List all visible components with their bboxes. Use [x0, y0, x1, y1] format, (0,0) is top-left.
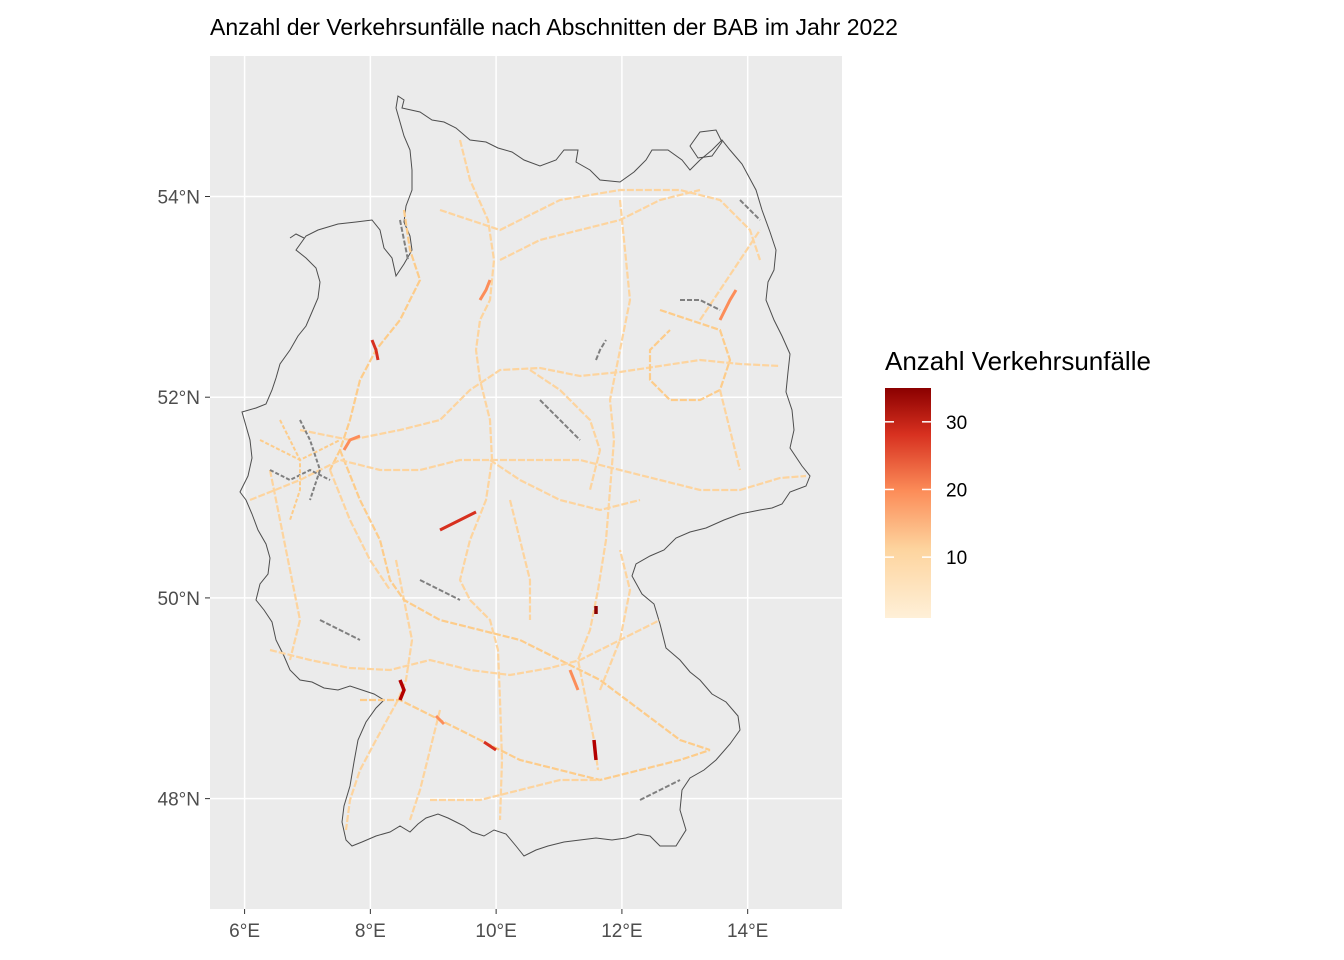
x-tick-label: 10°E	[475, 921, 516, 942]
segment-no-data-3	[539, 399, 581, 441]
hotspot-segment-10	[568, 669, 580, 691]
autobahn-a13	[718, 389, 742, 471]
autobahn-a61	[268, 469, 302, 661]
legend-label: 20	[946, 480, 967, 501]
autobahn-ruhr-3	[279, 419, 301, 521]
legend-ticks: 30 20 10	[885, 413, 967, 569]
autobahn-a20	[439, 188, 762, 261]
hotspot-segment-1	[370, 339, 380, 361]
autobahn-a4	[249, 458, 807, 502]
grid-lines	[210, 56, 842, 909]
autobahn-network	[249, 139, 807, 831]
autobahn-ruhr-4	[299, 419, 322, 501]
autobahn-a10	[648, 308, 732, 402]
autobahn-a96	[430, 778, 600, 802]
autobahn-a24	[499, 188, 701, 261]
legend-label: 30	[946, 413, 967, 434]
chart-title: Anzahl der Verkehrsunfälle nach Abschnit…	[210, 14, 898, 40]
autobahn-a45	[328, 469, 391, 591]
coast-islands	[289, 233, 305, 239]
hotspot-segment-5	[592, 739, 598, 761]
hotspot-segment-11	[434, 714, 446, 726]
autobahn-a71	[508, 499, 532, 620]
legend: Anzahl Verkehrsunfälle 30 20 10	[885, 346, 1151, 618]
segment-no-data-1	[595, 339, 607, 361]
ruegen-island	[689, 129, 723, 159]
autobahn-a81	[408, 709, 442, 821]
hotspot-segment-6	[483, 740, 497, 752]
segment-no-data-5	[319, 619, 361, 641]
y-tick-label: 48°N	[158, 790, 200, 811]
autobahn-a2	[299, 358, 781, 442]
legend-label: 10	[946, 548, 967, 569]
segment-no-data-8	[639, 779, 681, 801]
autobahn-a8	[360, 698, 711, 782]
hotspot-segment-8	[718, 289, 738, 321]
autobahn-a9	[576, 199, 632, 771]
x-tick-label: 8°E	[355, 921, 386, 942]
legend-title: Anzahl Verkehrsunfälle	[885, 346, 1151, 376]
autobahn-a6	[269, 619, 661, 677]
autobahn-a3	[338, 449, 711, 752]
segment-no-data-7	[739, 199, 761, 221]
hotspot-segment-4	[398, 679, 406, 701]
y-tick-label: 54°N	[158, 187, 200, 208]
x-tick-label: 6°E	[229, 921, 260, 942]
hotspot-segment-2	[439, 510, 477, 532]
y-tick-label: 52°N	[158, 388, 200, 409]
axes: 6°E 8°E 10°E 12°E 14°E 54°N 52°N 50°N 48°N	[158, 187, 769, 942]
hotspot-segment-9	[478, 279, 492, 301]
hotspot-segment-7	[342, 434, 361, 451]
germany-outline	[239, 95, 811, 857]
x-tick-label: 12°E	[601, 921, 642, 942]
legend-colorbar	[885, 388, 931, 618]
x-tick-label: 14°E	[727, 921, 768, 942]
segment-no-data-4	[419, 579, 461, 601]
autobahn-a5	[344, 559, 414, 831]
autobahn-ruhr-2	[269, 468, 331, 482]
y-tick-label: 50°N	[158, 589, 200, 610]
autobahn-a38	[489, 459, 641, 512]
autobahn-a14	[529, 369, 602, 491]
